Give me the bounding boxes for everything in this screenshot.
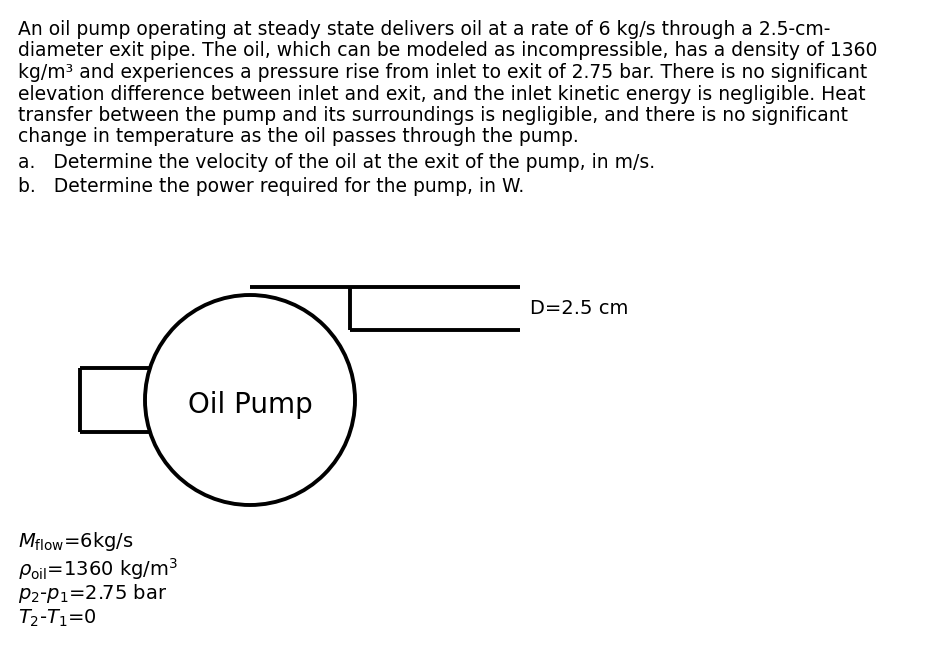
Text: transfer between the pump and its surroundings is negligible, and there is no si: transfer between the pump and its surrou… — [18, 106, 848, 125]
Text: elevation difference between inlet and exit, and the inlet kinetic energy is neg: elevation difference between inlet and e… — [18, 84, 866, 104]
Text: diameter exit pipe. The oil, which can be modeled as incompressible, has a densi: diameter exit pipe. The oil, which can b… — [18, 41, 877, 60]
Text: $T_2$-$T_1$=0: $T_2$-$T_1$=0 — [18, 608, 96, 630]
Text: D=2.5 cm: D=2.5 cm — [530, 299, 629, 318]
Text: An oil pump operating at steady state delivers oil at a rate of 6 kg/s through a: An oil pump operating at steady state de… — [18, 20, 831, 39]
Text: a.   Determine the velocity of the oil at the exit of the pump, in m/s.: a. Determine the velocity of the oil at … — [18, 153, 655, 172]
Text: b.   Determine the power required for the pump, in W.: b. Determine the power required for the … — [18, 177, 524, 195]
Text: $p_2$-$p_1$=2.75 bar: $p_2$-$p_1$=2.75 bar — [18, 582, 167, 605]
Text: Oil Pump: Oil Pump — [188, 391, 312, 419]
Text: kg/m³ and experiences a pressure rise from inlet to exit of 2.75 bar. There is n: kg/m³ and experiences a pressure rise fr… — [18, 63, 868, 82]
Text: $\rho_{\mathrm{oil}}$=1360 kg/m$^3$: $\rho_{\mathrm{oil}}$=1360 kg/m$^3$ — [18, 556, 178, 582]
Text: change in temperature as the oil passes through the pump.: change in temperature as the oil passes … — [18, 128, 579, 147]
Text: $M_{\mathrm{flow}}$=6kg/s: $M_{\mathrm{flow}}$=6kg/s — [18, 530, 134, 553]
